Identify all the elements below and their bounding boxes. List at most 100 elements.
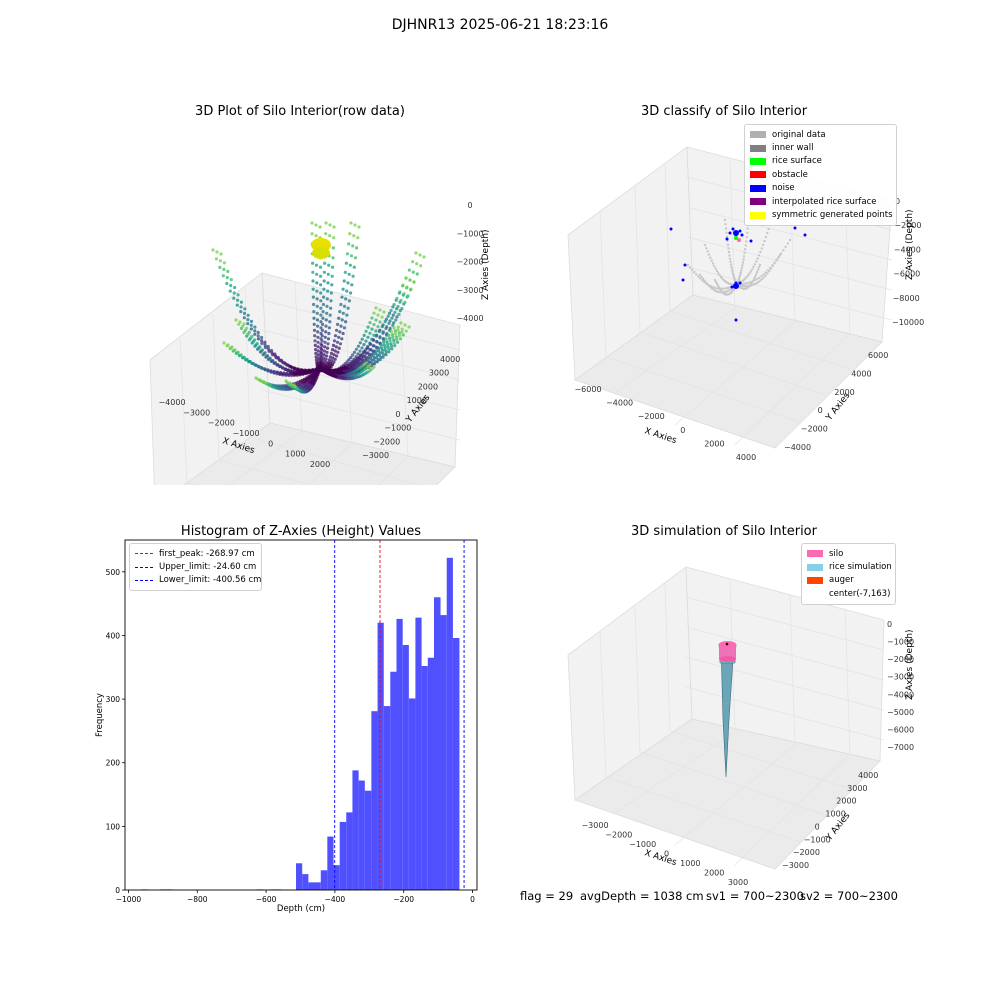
point [319,320,323,324]
raw-ztick-label: −2000 [456,258,483,267]
point [372,344,376,348]
point [284,379,288,383]
point [752,265,755,269]
point [384,353,388,357]
raw-xtick-label: 2000 [310,460,330,469]
point [292,366,296,371]
noise-point [803,233,807,237]
point [363,354,367,358]
point [242,316,246,320]
hist-ytick-label: 100 [106,822,121,831]
point [232,291,236,295]
point [698,273,702,277]
point [316,345,320,349]
point [357,359,361,363]
point [739,273,742,276]
point [263,343,267,347]
point [323,335,327,339]
point [327,326,331,330]
point [339,324,343,328]
point [388,319,392,323]
point [332,236,336,240]
point [395,337,399,341]
point [379,343,383,347]
point [331,343,336,347]
raw-ytick-label: 1000 [407,396,427,405]
point [727,247,730,250]
classify-xticks: −6000 −4000 −2000 0 2000 4000 [574,385,756,462]
point [239,305,243,309]
point [322,356,326,360]
histogram-plot: −1000 −800 −600 −400 −200 0 0100200300400500 … [95,539,478,914]
point [253,338,257,342]
point [249,327,253,331]
classify-legend: original data inner wall rice surface obsta… [744,124,897,226]
point [239,353,243,357]
point [218,265,222,269]
point [395,296,399,300]
point [334,345,338,349]
hist-xtick-label: −400 [325,895,346,904]
point [234,318,238,322]
point [322,279,326,283]
noise-point [740,233,744,237]
noise-point [731,227,735,231]
point [260,341,264,345]
point [247,330,251,334]
point [743,251,746,254]
simulation-ytick-label: 4000 [858,771,878,780]
raw-ytick-label: −3000 [362,451,389,460]
point [739,271,742,274]
point [728,257,732,260]
point [236,298,240,302]
hist-bar [364,790,372,890]
figure-title: DJHNR13 2025-06-21 18:23:16 [391,17,609,33]
simulation-ztick-label: −1000 [887,638,914,647]
point [745,275,748,279]
point [394,318,398,322]
point [323,340,327,344]
point [225,276,229,280]
point [246,318,250,322]
classify-ztick-label: 0 [895,197,900,206]
point [319,299,323,303]
point [331,256,335,260]
legend-item: first_peak: -268.97 cm [135,547,256,560]
point [360,346,364,350]
point [330,283,334,287]
point [387,350,391,354]
hist-xlabel: Depth (cm) [277,904,325,914]
legend-swatch [750,131,766,139]
point [221,274,225,278]
point [357,225,361,229]
point [316,340,320,344]
point [764,235,768,239]
point [324,232,328,236]
noise-point [793,226,797,230]
point [245,326,249,330]
point [337,346,341,350]
point [353,223,357,227]
legend-label: Lower_limit: -400.56 cm [159,575,262,586]
point [289,365,293,369]
point [230,345,234,349]
classify-xtick-label: −6000 [574,385,601,394]
point [312,322,316,326]
classify-ytick-label: 0 [818,406,823,415]
point [729,260,732,263]
point [374,334,378,338]
point [723,218,727,222]
point [750,268,754,271]
point [374,318,378,322]
point [392,326,396,330]
point [422,255,426,259]
classify-ytick-label: −2000 [801,425,828,434]
point [757,266,761,269]
classify-xtick-label: 4000 [736,453,756,462]
point [697,275,700,278]
legend-item: Lower_limit: -400.56 cm [135,574,261,587]
point [368,331,372,335]
point [708,284,711,288]
point [415,272,419,276]
point [393,329,397,333]
